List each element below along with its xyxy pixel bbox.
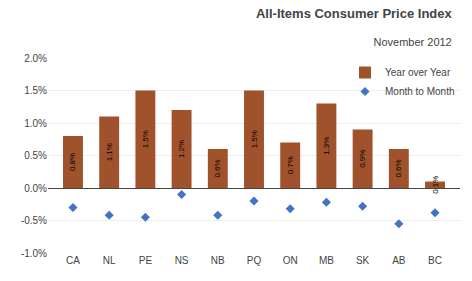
svg-text:NB: NB: [211, 255, 225, 266]
svg-text:CA: CA: [66, 255, 80, 266]
svg-text:1.5%: 1.5%: [250, 130, 259, 148]
svg-text:Year over Year: Year over Year: [385, 67, 451, 78]
svg-text:1.0%: 1.0%: [24, 118, 47, 129]
svg-text:-0.5%: -0.5%: [21, 215, 47, 226]
svg-text:0.6%: 0.6%: [213, 159, 222, 177]
svg-text:ON: ON: [283, 255, 298, 266]
svg-text:NL: NL: [103, 255, 116, 266]
svg-text:November 2012: November 2012: [373, 36, 451, 48]
svg-text:1.3%: 1.3%: [322, 137, 331, 155]
svg-text:0.7%: 0.7%: [286, 156, 295, 174]
svg-text:PE: PE: [139, 255, 153, 266]
svg-text:1.5%: 1.5%: [141, 130, 150, 148]
svg-text:1.2%: 1.2%: [177, 140, 186, 158]
svg-text:BC: BC: [428, 255, 442, 266]
svg-text:2.0%: 2.0%: [24, 53, 47, 64]
svg-text:0.8%: 0.8%: [68, 153, 77, 171]
svg-text:SK: SK: [356, 255, 370, 266]
svg-text:0.9%: 0.9%: [358, 150, 367, 168]
svg-text:AB: AB: [392, 255, 406, 266]
svg-text:Month to Month: Month to Month: [385, 86, 454, 97]
svg-text:MB: MB: [319, 255, 334, 266]
svg-text:1.5%: 1.5%: [24, 85, 47, 96]
svg-text:-1.0%: -1.0%: [21, 248, 47, 259]
svg-text:0.0%: 0.0%: [24, 183, 47, 194]
svg-text:PQ: PQ: [247, 255, 262, 266]
svg-text:All-Items Consumer Price Index: All-Items Consumer Price Index: [256, 6, 453, 21]
svg-text:0.6%: 0.6%: [394, 159, 403, 177]
svg-text:0.5%: 0.5%: [24, 150, 47, 161]
svg-text:1.1%: 1.1%: [105, 143, 114, 161]
svg-text:NS: NS: [175, 255, 189, 266]
svg-text:0.1%: 0.1%: [431, 176, 440, 194]
